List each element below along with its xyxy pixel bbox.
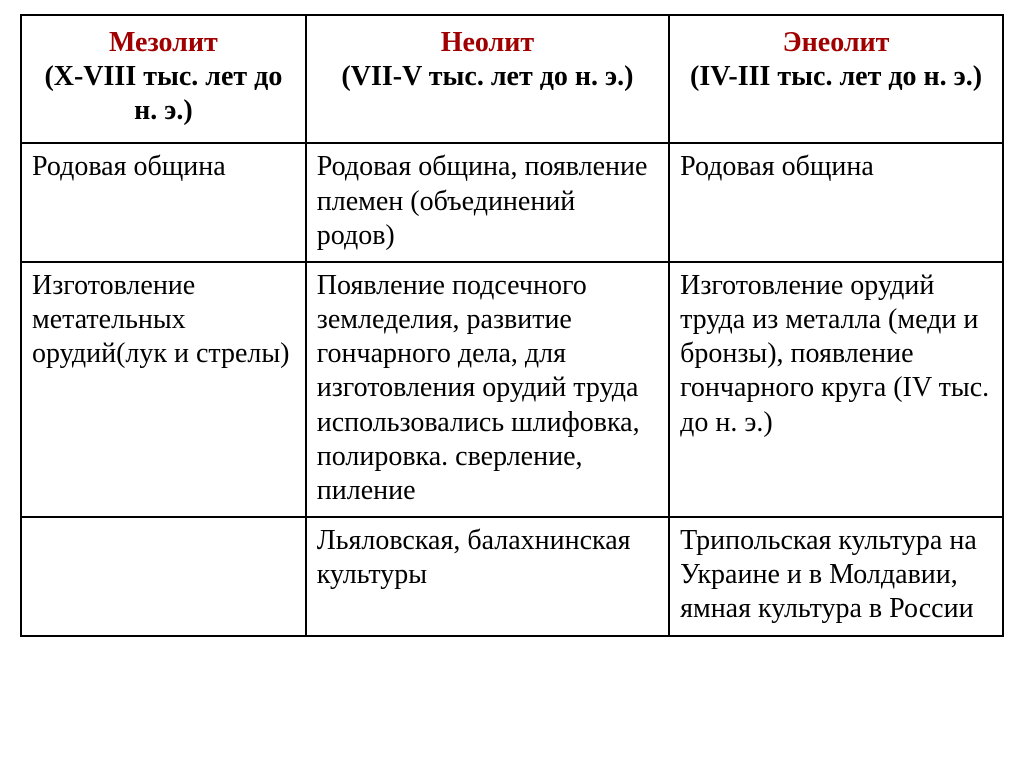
column-header: Неолит (VII-V тыс. лет до н. э.) bbox=[306, 15, 669, 143]
column-header: Мезолит (X-VIII тыс. лет до н. э.) bbox=[21, 15, 306, 143]
table-row: Родовая община Родовая община, появление… bbox=[21, 143, 1003, 261]
table-container: Мезолит (X-VIII тыс. лет до н. э.) Неоли… bbox=[0, 0, 1024, 651]
periods-table: Мезолит (X-VIII тыс. лет до н. э.) Неоли… bbox=[20, 14, 1004, 637]
table-cell: Родовая община bbox=[21, 143, 306, 261]
column-header: Энеолит (IV-III тыс. лет до н. э.) bbox=[669, 15, 1003, 143]
period-dates: (X-VIII тыс. лет до н. э.) bbox=[44, 61, 282, 126]
period-name: Неолит bbox=[441, 27, 534, 58]
table-cell: Трипольская культура на Украине и в Молд… bbox=[669, 517, 1003, 635]
period-dates: (IV-III тыс. лет до н. э.) bbox=[690, 61, 982, 92]
table-row: Изготовление метательных орудий(лук и ст… bbox=[21, 262, 1003, 517]
table-cell: Изготовление орудий труда из металла (ме… bbox=[669, 262, 1003, 517]
period-name: Энеолит bbox=[783, 27, 890, 58]
table-row: Льяловская, балахнинская культуры Трипол… bbox=[21, 517, 1003, 635]
table-header-row: Мезолит (X-VIII тыс. лет до н. э.) Неоли… bbox=[21, 15, 1003, 143]
table-cell: Изготовление метательных орудий(лук и ст… bbox=[21, 262, 306, 517]
table-cell bbox=[21, 517, 306, 635]
table-cell: Родовая община, появление племен (объеди… bbox=[306, 143, 669, 261]
period-dates: (VII-V тыс. лет до н. э.) bbox=[341, 61, 633, 92]
table-cell: Льяловская, балахнинская культуры bbox=[306, 517, 669, 635]
table-cell: Появление подсечного земледелия, развити… bbox=[306, 262, 669, 517]
table-cell: Родовая община bbox=[669, 143, 1003, 261]
period-name: Мезолит bbox=[109, 27, 218, 58]
